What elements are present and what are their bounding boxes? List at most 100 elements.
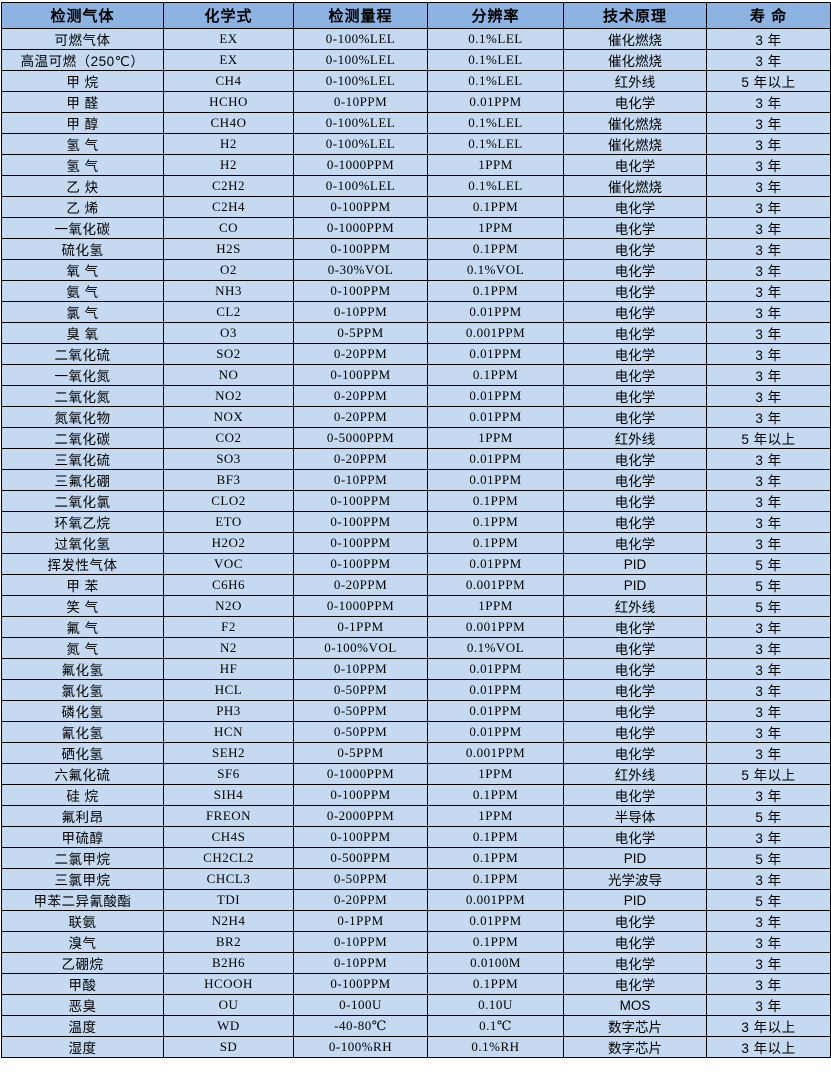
cell-technology: 电化学 <box>563 931 707 953</box>
cell-range: 0-1PPM <box>293 616 428 638</box>
cell-resolution: 0.001PPM <box>427 889 564 911</box>
cell-formula: HCL <box>163 679 294 701</box>
cell-resolution: 0.1℃ <box>427 1015 564 1037</box>
table-row: 氰化氢 HCN 0-50PPM 0.01PPM 电化学 3 年 <box>1 721 831 743</box>
table-row: 联氨 N2H4 0-1PPM 0.01PPM 电化学 3 年 <box>1 910 831 932</box>
cell-technology: 电化学 <box>563 637 707 659</box>
cell-lifetime: 3 年 <box>706 511 831 533</box>
cell-lifetime: 3 年 <box>706 238 831 260</box>
cell-lifetime: 3 年 <box>706 112 831 134</box>
cell-gas: 氯化氢 <box>1 679 164 701</box>
cell-formula: H2O2 <box>163 532 294 554</box>
cell-technology: 电化学 <box>563 469 707 491</box>
table-row: 三氟化硼 BF3 0-10PPM 0.01PPM 电化学 3 年 <box>1 469 831 491</box>
cell-resolution: 1PPM <box>427 154 564 176</box>
cell-lifetime: 3 年 <box>706 826 831 848</box>
cell-range: 0-100PPM <box>293 532 428 554</box>
cell-technology: 数字芯片 <box>563 1015 707 1037</box>
cell-resolution: 0.1%LEL <box>427 112 564 134</box>
cell-gas: 恶臭 <box>1 994 164 1016</box>
cell-resolution: 0.01PPM <box>427 448 564 470</box>
cell-range: 0-100PPM <box>293 973 428 995</box>
table-row: 硒化氢 SEH2 0-5PPM 0.001PPM 电化学 3 年 <box>1 742 831 764</box>
cell-formula: C2H4 <box>163 196 294 218</box>
cell-formula: CH4S <box>163 826 294 848</box>
cell-gas: 氮氧化物 <box>1 406 164 428</box>
cell-technology: 电化学 <box>563 154 707 176</box>
cell-gas: 氮 气 <box>1 637 164 659</box>
cell-technology: 电化学 <box>563 385 707 407</box>
cell-formula: H2S <box>163 238 294 260</box>
cell-gas: 硅 烷 <box>1 784 164 806</box>
cell-gas: 氯 气 <box>1 301 164 323</box>
cell-range: 0-100PPM <box>293 511 428 533</box>
table-row: 湿度 SD 0-100%RH 0.1%RH 数字芯片 3 年以上 <box>1 1036 831 1058</box>
cell-resolution: 0.1%RH <box>427 1036 564 1058</box>
table-row: 氢 气 H2 0-1000PPM 1PPM 电化学 3 年 <box>1 154 831 176</box>
cell-range: 0-2000PPM <box>293 805 428 827</box>
cell-formula: C2H2 <box>163 175 294 197</box>
cell-formula: N2 <box>163 637 294 659</box>
cell-technology: PID <box>563 847 707 869</box>
cell-lifetime: 3 年 <box>706 448 831 470</box>
cell-formula: CLO2 <box>163 490 294 512</box>
cell-technology: 电化学 <box>563 238 707 260</box>
cell-gas: 笑 气 <box>1 595 164 617</box>
cell-lifetime: 3 年 <box>706 49 831 71</box>
cell-resolution: 0.01PPM <box>427 658 564 680</box>
cell-resolution: 0.1PPM <box>427 847 564 869</box>
cell-gas: 乙 炔 <box>1 175 164 197</box>
cell-technology: 电化学 <box>563 448 707 470</box>
cell-lifetime: 3 年以上 <box>706 1036 831 1058</box>
cell-gas: 六氟化硫 <box>1 763 164 785</box>
cell-range: 0-100%LEL <box>293 28 428 50</box>
header-row: 检测气体 化学式 检测量程 分辨率 技术原理 寿 命 <box>1 2 831 29</box>
cell-range: 0-100%LEL <box>293 112 428 134</box>
table-row: 高温可燃（250℃） EX 0-100%LEL 0.1%LEL 催化燃烧 3 年 <box>1 49 831 71</box>
cell-range: 0-10PPM <box>293 658 428 680</box>
cell-formula: SF6 <box>163 763 294 785</box>
cell-gas: 甲 苯 <box>1 574 164 596</box>
cell-lifetime: 3 年 <box>706 742 831 764</box>
cell-formula: BR2 <box>163 931 294 953</box>
cell-range: 0-100%LEL <box>293 49 428 71</box>
cell-lifetime: 3 年 <box>706 280 831 302</box>
cell-technology: PID <box>563 889 707 911</box>
cell-formula: CHCL3 <box>163 868 294 890</box>
cell-range: 0-1000PPM <box>293 595 428 617</box>
cell-gas: 挥发性气体 <box>1 553 164 575</box>
cell-technology: 催化燃烧 <box>563 49 707 71</box>
column-header-resolution: 分辨率 <box>427 2 564 29</box>
table-row: 甲 醇 CH4O 0-100%LEL 0.1%LEL 催化燃烧 3 年 <box>1 112 831 134</box>
cell-lifetime: 5 年 <box>706 595 831 617</box>
cell-technology: 电化学 <box>563 532 707 554</box>
cell-formula: EX <box>163 49 294 71</box>
cell-formula: SO2 <box>163 343 294 365</box>
cell-range: 0-10PPM <box>293 91 428 113</box>
cell-resolution: 0.1PPM <box>427 868 564 890</box>
cell-technology: 电化学 <box>563 511 707 533</box>
table-row: 氨 气 NH3 0-100PPM 0.1PPM 电化学 3 年 <box>1 280 831 302</box>
cell-resolution: 0.01PPM <box>427 91 564 113</box>
table-row: 三氯甲烷 CHCL3 0-50PPM 0.1PPM 光学波导 3 年 <box>1 868 831 890</box>
cell-gas: 三氯甲烷 <box>1 868 164 890</box>
cell-formula: O2 <box>163 259 294 281</box>
cell-range: 0-100PPM <box>293 490 428 512</box>
table-row: 氮 气 N2 0-100%VOL 0.1%VOL 电化学 3 年 <box>1 637 831 659</box>
cell-formula: SD <box>163 1036 294 1058</box>
cell-formula: NH3 <box>163 280 294 302</box>
column-header-formula: 化学式 <box>163 2 294 29</box>
cell-technology: PID <box>563 553 707 575</box>
cell-formula: F2 <box>163 616 294 638</box>
cell-gas: 湿度 <box>1 1036 164 1058</box>
cell-gas: 温度 <box>1 1015 164 1037</box>
cell-technology: 电化学 <box>563 679 707 701</box>
cell-resolution: 0.01PPM <box>427 910 564 932</box>
cell-resolution: 0.1PPM <box>427 511 564 533</box>
cell-resolution: 0.1PPM <box>427 826 564 848</box>
cell-range: 0-100%RH <box>293 1036 428 1058</box>
cell-technology: 电化学 <box>563 196 707 218</box>
cell-gas: 高温可燃（250℃） <box>1 49 164 71</box>
cell-technology: 红外线 <box>563 595 707 617</box>
cell-technology: 电化学 <box>563 406 707 428</box>
